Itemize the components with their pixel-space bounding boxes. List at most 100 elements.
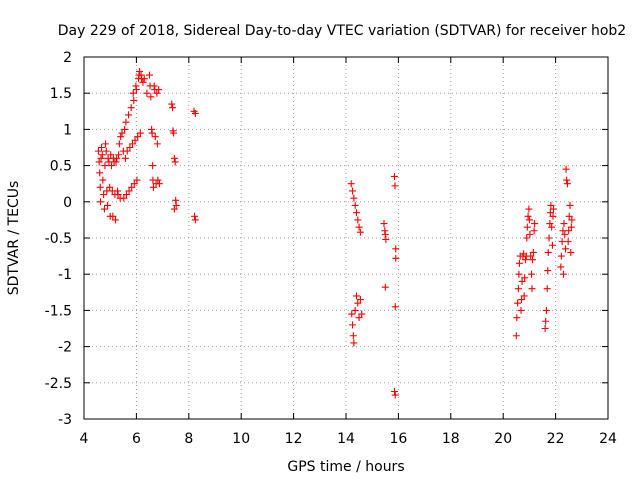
x-tick-label: 18 — [442, 431, 460, 447]
data-point — [130, 96, 138, 104]
data-point — [350, 194, 358, 202]
data-point — [558, 238, 566, 246]
data-point — [527, 252, 535, 260]
data-point — [545, 234, 553, 242]
data-point — [355, 223, 363, 231]
data-point — [170, 154, 178, 162]
y-tick-labels: -3 -2.5 -2 -1.5 -1 -0.5 0 0.5 1 1.5 2 — [45, 50, 72, 428]
data-point — [97, 198, 105, 206]
data-point — [148, 129, 156, 137]
data-point — [567, 248, 575, 256]
data-point — [518, 296, 526, 304]
y-tick-label: 0.5 — [50, 159, 72, 175]
data-point — [123, 147, 131, 155]
data-point — [128, 183, 136, 191]
data-point — [544, 248, 552, 256]
y-tick-label: -0.5 — [45, 231, 72, 247]
data-point — [528, 285, 536, 293]
data-point — [563, 180, 571, 188]
data-point — [155, 86, 163, 94]
data-point — [356, 296, 364, 304]
data-point — [132, 86, 140, 94]
data-point — [513, 314, 521, 322]
data-point — [550, 205, 558, 213]
data-point — [170, 129, 178, 137]
data-point — [564, 238, 572, 246]
data-point — [529, 248, 537, 256]
data-point — [358, 310, 366, 318]
data-point — [542, 317, 550, 325]
data-point — [514, 285, 522, 293]
data-point — [136, 129, 144, 137]
x-tick-label: 8 — [184, 431, 193, 447]
data-point — [102, 147, 110, 155]
data-point — [565, 227, 573, 235]
data-point — [98, 151, 106, 159]
data-point — [521, 274, 529, 282]
data-point — [392, 245, 400, 253]
data-point — [348, 310, 356, 318]
data-point — [191, 216, 199, 224]
data-point — [355, 314, 363, 322]
data-point — [527, 270, 535, 278]
data-point — [391, 303, 399, 311]
data-point — [104, 201, 112, 209]
data-point — [143, 89, 151, 97]
x-axis-label: GPS time / hours — [287, 459, 404, 475]
data-point — [120, 194, 128, 202]
data-point — [125, 187, 133, 195]
y-tick-label: -1.5 — [45, 303, 72, 319]
data-point — [520, 292, 528, 300]
data-point — [562, 245, 570, 253]
data-point — [565, 212, 573, 220]
data-point — [146, 71, 153, 79]
data-point — [568, 216, 576, 224]
data-point — [149, 183, 157, 191]
x-tick-label: 16 — [389, 431, 407, 447]
y-tick-label: 2 — [63, 50, 72, 66]
data-point — [514, 299, 522, 307]
data-point — [354, 299, 362, 307]
data-point — [530, 227, 538, 235]
data-point — [349, 321, 357, 329]
y-tick-label: -2.5 — [45, 376, 72, 392]
data-point — [566, 201, 574, 209]
data-point — [171, 158, 179, 166]
data-point — [100, 191, 108, 199]
data-point — [121, 154, 129, 162]
data-point — [96, 183, 104, 191]
data-point — [352, 292, 360, 300]
data-point — [127, 104, 135, 112]
data-point — [515, 270, 523, 278]
data-point — [147, 93, 155, 101]
data-point — [140, 75, 148, 83]
data-point — [172, 201, 180, 209]
data-point — [560, 220, 568, 228]
data-point — [155, 180, 163, 188]
data-point — [548, 223, 556, 231]
data-point — [95, 158, 103, 166]
x-tick-label: 20 — [494, 431, 512, 447]
data-point — [130, 180, 138, 188]
data-point — [115, 140, 123, 148]
data-point — [525, 205, 533, 213]
data-point — [101, 162, 109, 170]
data-point — [391, 391, 399, 399]
data-point — [170, 205, 178, 213]
y-tick-label: 1.5 — [50, 86, 72, 102]
x-tick-label: 10 — [232, 431, 250, 447]
data-point — [563, 176, 571, 184]
y-axis-label: SDTVAR / TECUs — [6, 181, 22, 296]
data-point — [107, 151, 115, 159]
data-point — [391, 182, 399, 190]
data-point — [512, 332, 520, 340]
data-point — [122, 191, 130, 199]
data-point — [356, 228, 364, 236]
data-point — [543, 285, 551, 293]
data-point — [139, 78, 147, 86]
data-point — [351, 201, 359, 209]
data-point — [350, 339, 358, 347]
data-point — [544, 267, 552, 275]
data-point — [115, 151, 123, 159]
data-point — [347, 180, 355, 188]
